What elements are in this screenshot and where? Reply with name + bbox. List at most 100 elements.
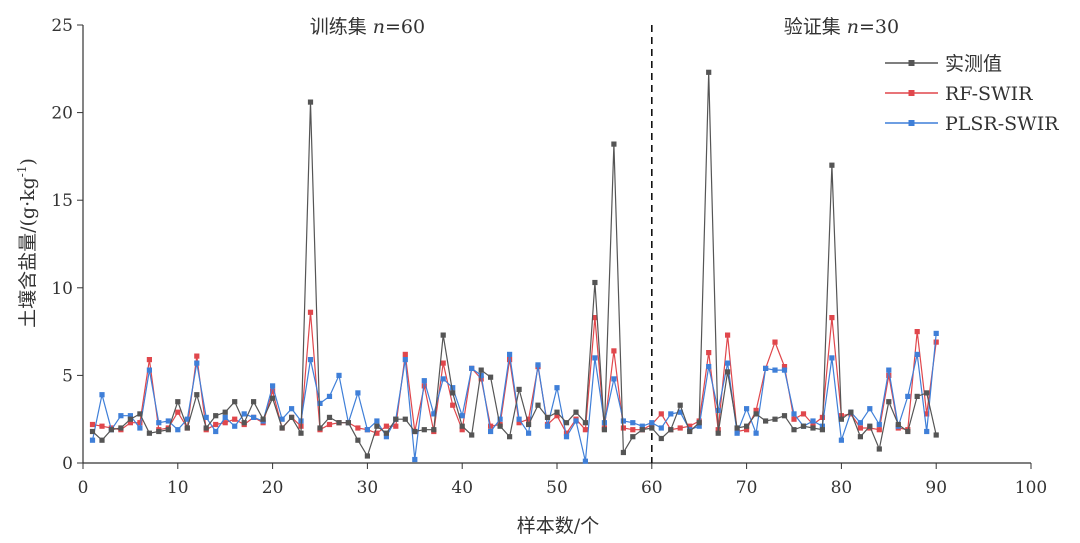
train-set-annotation: 训练集 n=60 — [310, 16, 425, 38]
data-point — [488, 374, 494, 380]
data-point — [507, 351, 513, 357]
data-point — [99, 392, 105, 398]
x-axis-label: 样本数/个 — [517, 515, 599, 537]
data-point — [772, 339, 778, 345]
x-tick-label: 10 — [167, 478, 189, 498]
label-layer: 样本数/个 土壤含盐量/(g·kg-1) — [15, 158, 599, 537]
data-point — [336, 420, 342, 426]
x-tick-label: 100 — [1015, 478, 1047, 498]
data-point — [592, 355, 598, 361]
data-point — [658, 425, 664, 431]
x-tick-label: 70 — [736, 478, 758, 498]
x-tick-label: 40 — [451, 478, 473, 498]
data-point — [914, 351, 920, 357]
data-point — [355, 437, 361, 443]
data-point — [895, 421, 901, 428]
legend-marker — [908, 60, 915, 66]
test-set-annotation: 验证集 n=30 — [784, 16, 899, 38]
data-point — [241, 420, 247, 426]
data-point — [526, 421, 532, 428]
data-point — [658, 435, 664, 442]
data-point — [213, 413, 219, 419]
data-point — [232, 399, 238, 405]
data-point — [734, 425, 740, 431]
data-point — [175, 409, 181, 415]
data-point — [497, 416, 503, 422]
data-point — [279, 416, 285, 422]
data-point — [478, 372, 484, 378]
data-point — [829, 355, 835, 361]
data-point — [630, 420, 636, 426]
data-point — [156, 420, 162, 426]
data-point — [213, 421, 219, 428]
data-point — [611, 376, 617, 382]
data-point — [781, 413, 788, 419]
data-point — [668, 411, 674, 417]
data-point — [725, 332, 731, 338]
data-point — [260, 416, 266, 422]
y-tick-label: 5 — [62, 366, 73, 386]
data-point — [687, 423, 693, 429]
data-point — [298, 430, 304, 436]
data-point — [582, 427, 588, 433]
data-point — [127, 413, 133, 419]
data-point — [374, 423, 380, 429]
data-point — [213, 428, 219, 435]
data-point — [184, 425, 190, 431]
data-point — [601, 427, 607, 433]
data-point — [592, 315, 598, 321]
data-point — [232, 423, 238, 429]
data-point — [469, 432, 475, 438]
data-point — [886, 367, 892, 373]
data-point — [450, 385, 456, 391]
data-point — [611, 348, 617, 354]
data-point — [307, 309, 314, 315]
data-point — [99, 423, 105, 429]
data-point — [222, 420, 228, 426]
data-point — [886, 399, 892, 405]
data-point — [810, 421, 816, 428]
data-point — [307, 99, 314, 105]
data-point — [649, 420, 655, 426]
data-point — [677, 402, 683, 408]
data-point — [383, 434, 389, 440]
data-point — [611, 141, 617, 147]
data-point — [582, 420, 588, 426]
data-point — [146, 357, 152, 363]
data-point — [924, 428, 930, 435]
data-point — [270, 388, 276, 394]
data-point — [744, 427, 750, 433]
data-point — [137, 420, 143, 426]
data-point — [440, 332, 446, 338]
data-point — [772, 367, 778, 373]
data-point — [639, 423, 645, 429]
data-point — [364, 453, 370, 459]
data-point — [914, 393, 920, 399]
data-point — [402, 351, 408, 357]
data-point — [924, 390, 930, 396]
y-tick-label: 15 — [51, 191, 73, 211]
data-point — [402, 357, 408, 363]
data-point — [573, 409, 579, 415]
data-point — [326, 414, 333, 420]
data-point — [544, 414, 551, 420]
data-point — [753, 411, 759, 417]
data-point — [516, 420, 522, 426]
data-point — [905, 428, 911, 435]
x-tick-label: 0 — [78, 478, 89, 498]
data-point — [857, 420, 863, 426]
data-point — [184, 416, 190, 422]
data-point — [222, 409, 228, 415]
y-tick-label: 25 — [51, 16, 73, 36]
data-point — [791, 416, 797, 422]
data-point — [563, 430, 570, 436]
data-point — [89, 421, 96, 428]
data-point — [450, 390, 456, 396]
data-point — [488, 423, 494, 429]
series-layer — [89, 69, 939, 464]
data-point — [829, 315, 835, 321]
data-point — [725, 369, 731, 375]
data-point — [706, 364, 712, 370]
data-point — [725, 360, 731, 366]
